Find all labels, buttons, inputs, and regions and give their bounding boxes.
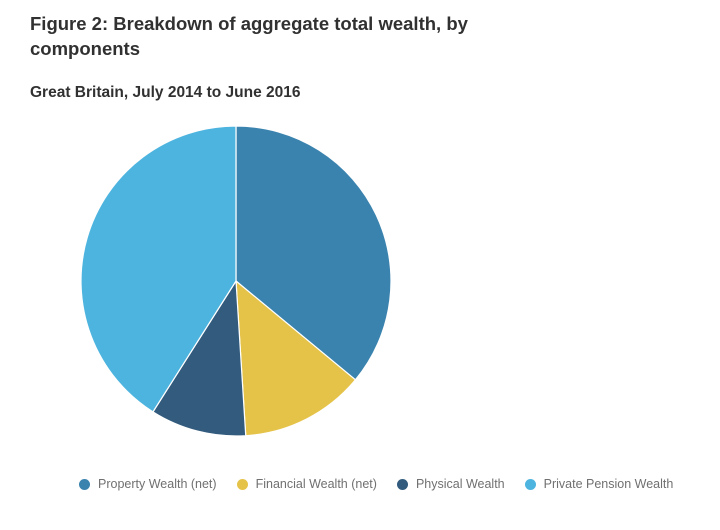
pie-chart bbox=[80, 125, 392, 437]
chart-legend: Property Wealth (net) Financial Wealth (n… bbox=[79, 477, 693, 491]
pie-slice-private-pension-wealth[interactable] bbox=[80, 125, 237, 413]
legend-item-financial-wealth-net[interactable]: Financial Wealth (net) bbox=[236, 477, 377, 491]
legend-swatch bbox=[236, 478, 248, 490]
legend-item-private-pension-wealth[interactable]: Private Pension Wealth bbox=[524, 477, 674, 491]
pie-slice-financial-wealth-net[interactable] bbox=[235, 280, 357, 437]
pie-slice-physical-wealth[interactable] bbox=[152, 280, 247, 437]
legend-label: Financial Wealth (net) bbox=[255, 477, 377, 491]
legend-swatch bbox=[79, 478, 90, 490]
legend-swatch bbox=[524, 478, 536, 490]
legend-label: Private Pension Wealth bbox=[543, 477, 674, 491]
legend-item-property-wealth-net[interactable]: Property Wealth (net) bbox=[79, 477, 217, 491]
legend-label: Physical Wealth bbox=[415, 477, 505, 491]
chart-subtitle: Great Britain, July 2014 to June 2016 bbox=[30, 84, 301, 101]
legend-swatch bbox=[396, 478, 408, 490]
legend-item-physical-wealth[interactable]: Physical Wealth bbox=[396, 477, 505, 491]
pie-slice-property-wealth-net[interactable] bbox=[235, 125, 392, 381]
legend-label: Property Wealth (net) bbox=[98, 477, 217, 491]
chart-title: Figure 2: Breakdown of aggregate total w… bbox=[30, 13, 468, 59]
